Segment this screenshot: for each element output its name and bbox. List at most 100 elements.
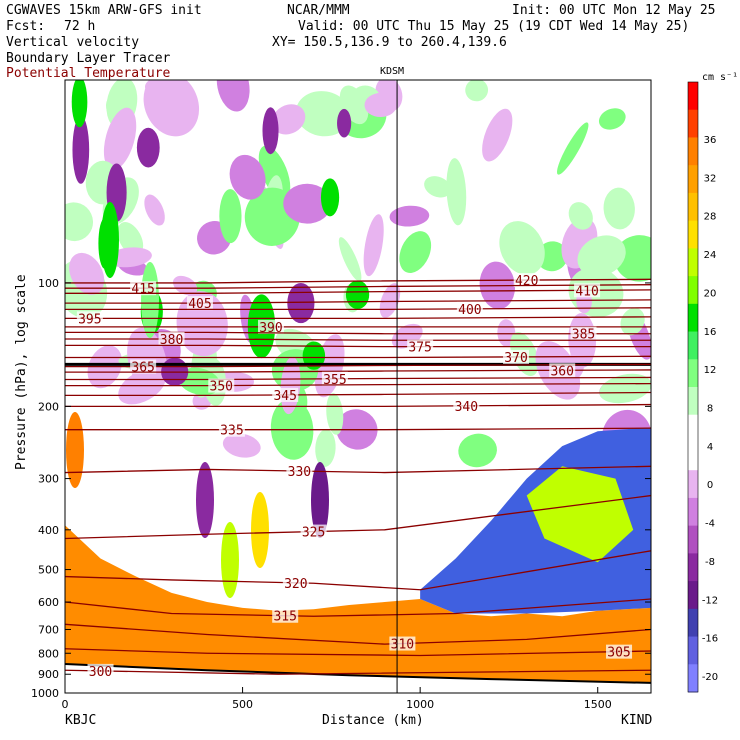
- theta-label-bg: [286, 464, 313, 479]
- colorbar-swatch: [688, 276, 698, 305]
- theta-label-315: 315: [273, 610, 296, 625]
- theta-label-300: 300: [89, 665, 112, 680]
- theta-contour-395: [65, 316, 651, 319]
- right-station-label: KIND: [621, 713, 653, 728]
- theta-label-350: 350: [210, 380, 233, 395]
- velocity-cell: [117, 222, 144, 256]
- colorbar-swatch: [688, 608, 698, 638]
- theta-contour-405: [65, 299, 651, 304]
- velocity-cell-strong: [302, 341, 326, 370]
- theta-label-335: 335: [220, 424, 243, 439]
- x-axis-label: Distance (km): [322, 713, 424, 728]
- theta-label-415: 415: [131, 282, 154, 297]
- velocity-cell: [172, 275, 198, 296]
- theta-contour-385: [65, 331, 651, 335]
- theta-label-330: 330: [288, 465, 311, 480]
- y-tick-label: 100: [38, 277, 59, 290]
- theta-label-310: 310: [391, 638, 414, 653]
- colorbar-swatch: [688, 248, 698, 277]
- colorbar: 36 32 28 24 20 16 12 8 4 0 -4 -8 -12 -16 -20: [687, 81, 718, 693]
- velocity-cell: [465, 80, 489, 102]
- velocity-cell: [599, 373, 651, 404]
- velocity-cell: [446, 158, 467, 226]
- y-tick-label: 300: [38, 473, 59, 486]
- theta-label-bg: [606, 644, 633, 659]
- theta-label-410: 410: [575, 284, 598, 299]
- velocity-updraft: [101, 202, 119, 278]
- theta-label-385: 385: [572, 328, 595, 343]
- colorbar-swatch: [688, 109, 698, 138]
- theta-contour-300: [65, 669, 651, 675]
- theta-contour-305: [65, 648, 651, 657]
- theta-label-345: 345: [273, 389, 296, 404]
- theta-label-bg: [513, 273, 540, 288]
- theta-label-bg: [453, 398, 480, 413]
- velocity-cell: [364, 92, 397, 118]
- theta-contour-355: [65, 376, 651, 381]
- theta-label-395: 395: [78, 312, 101, 327]
- colorbar-swatch: [688, 192, 698, 222]
- theta-label-305: 305: [607, 646, 630, 661]
- velocity-updraft: [251, 492, 269, 568]
- y-tick-label: 800: [38, 647, 59, 660]
- theta-label-bg: [76, 311, 103, 326]
- theta-label-bg: [389, 636, 416, 651]
- theta-label-bg: [570, 326, 597, 341]
- theta-contour-360: [65, 369, 651, 373]
- velocity-cell-strong: [320, 178, 340, 217]
- velocity-cell: [69, 252, 105, 295]
- velocity-cell: [557, 122, 589, 175]
- forecast-label: Fcst:: [6, 19, 46, 34]
- field-vertical-velocity: Vertical velocity: [6, 35, 140, 50]
- velocity-cell: [499, 221, 545, 275]
- theta-label-bg: [130, 281, 157, 296]
- colorbar-tick-label: -12: [702, 595, 718, 606]
- velocity-cell: [399, 231, 432, 273]
- forecast-hour: 72 h: [64, 19, 96, 34]
- velocity-cell-strong: [345, 280, 370, 310]
- theta-contour-335: [65, 427, 651, 431]
- velocity-updraft: [221, 522, 239, 598]
- velocity-cell: [295, 91, 351, 137]
- velocity-cell-strong: [136, 127, 160, 168]
- velocity-cell: [271, 104, 306, 135]
- velocity-cell: [363, 214, 384, 277]
- colorbar-swatch: [688, 303, 698, 333]
- colorbar-tick-label: 32: [704, 173, 717, 184]
- y-tick-label: 1000: [31, 687, 59, 700]
- colorbar-swatch: [688, 581, 698, 610]
- colorbar-swatch: [688, 165, 698, 194]
- theta-contour-320: [65, 550, 651, 591]
- theta-label-420: 420: [515, 274, 538, 289]
- theta-contours: 420 415 410 405 400 395 390 385 380 375 370 365 360 3…: [65, 273, 651, 680]
- theta-contour-310: [65, 623, 651, 645]
- field-boundary-layer-tracer: Boundary Layer Tracer: [6, 51, 171, 66]
- y-tick-label: 200: [38, 400, 59, 413]
- theta-label-bg: [257, 319, 284, 334]
- y-tick-label: 600: [38, 596, 59, 609]
- velocity-cell: [326, 393, 344, 435]
- theta-label-365: 365: [131, 361, 154, 376]
- theta-label-bg: [186, 296, 213, 311]
- colorbar-tick-label: -8: [705, 557, 715, 568]
- colorbar-swatch: [688, 137, 698, 166]
- theta-label-325: 325: [302, 526, 325, 541]
- colorbar-tick-label: 36: [704, 135, 717, 146]
- organization: NCAR/MMM: [287, 3, 350, 18]
- theta-label-bg: [218, 422, 245, 437]
- theta-label-bg: [503, 349, 530, 364]
- theta-label-360: 360: [550, 364, 573, 379]
- colorbar-swatch: [688, 636, 698, 665]
- theta-contour-400: [65, 307, 651, 311]
- colorbar-swatch: [688, 331, 698, 360]
- axes: 0 500 1000 1500 100 200 300 400 500 600 700 800 900 1…: [31, 79, 652, 711]
- velocity-cell: [258, 145, 291, 200]
- velocity-updraft: [196, 462, 214, 538]
- x-tick-label: 0: [62, 698, 69, 711]
- x-tick-label: 1500: [584, 698, 612, 711]
- valid-time: Valid: 00 UTC Thu 15 May 25 (19 CDT Wed …: [298, 19, 690, 34]
- velocity-cell: [577, 235, 626, 277]
- theta-label-370: 370: [504, 351, 527, 366]
- colorbar-frame: [687, 81, 699, 693]
- velocity-cell: [482, 108, 513, 162]
